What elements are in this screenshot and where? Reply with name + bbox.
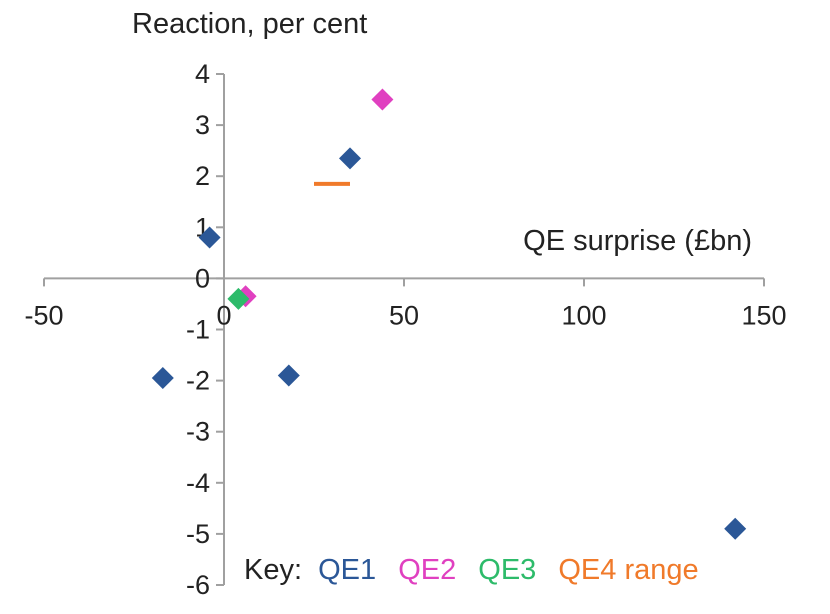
data-point-qe1 [198,226,221,249]
legend-entry-qe2: QE2 [398,554,456,586]
data-point-qe1 [277,364,300,387]
y-tick-label: -3 [186,417,210,447]
data-point-qe1 [724,517,747,540]
legend-entry-qe4-range: QE4 range [558,554,698,586]
x-tick-label: -50 [24,300,63,330]
y-axis-title: Reaction, per cent [132,8,367,40]
y-tick-label: -1 [186,315,210,345]
y-tick-label: 2 [195,161,210,191]
y-tick-label: -5 [186,519,210,549]
y-tick-label: 3 [195,110,210,140]
x-tick-label: 100 [561,300,606,330]
legend-entry-qe3: QE3 [478,554,536,586]
x-tick-label: 50 [389,300,419,330]
data-point-qe2 [371,88,394,111]
legend-key-prefix: Key: [244,554,302,586]
data-point-qe1 [151,367,174,390]
data-point-qe3 [227,287,250,310]
legend-key: Key: QE1 QE2 QE3 QE4 range [244,554,699,586]
y-tick-label: 0 [195,263,210,293]
data-point-qe1 [339,147,361,170]
y-tick-label: -2 [186,366,210,396]
y-tick-label: -4 [186,468,210,498]
x-tick-label: 0 [216,300,231,330]
y-tick-label: -6 [186,570,210,600]
legend-entry-qe1: QE1 [318,554,376,586]
data-marks [151,88,747,540]
x-axis-title: QE surprise (£bn) [523,225,752,257]
x-tick-label: 150 [741,300,786,330]
y-tick-label: 4 [195,59,210,89]
